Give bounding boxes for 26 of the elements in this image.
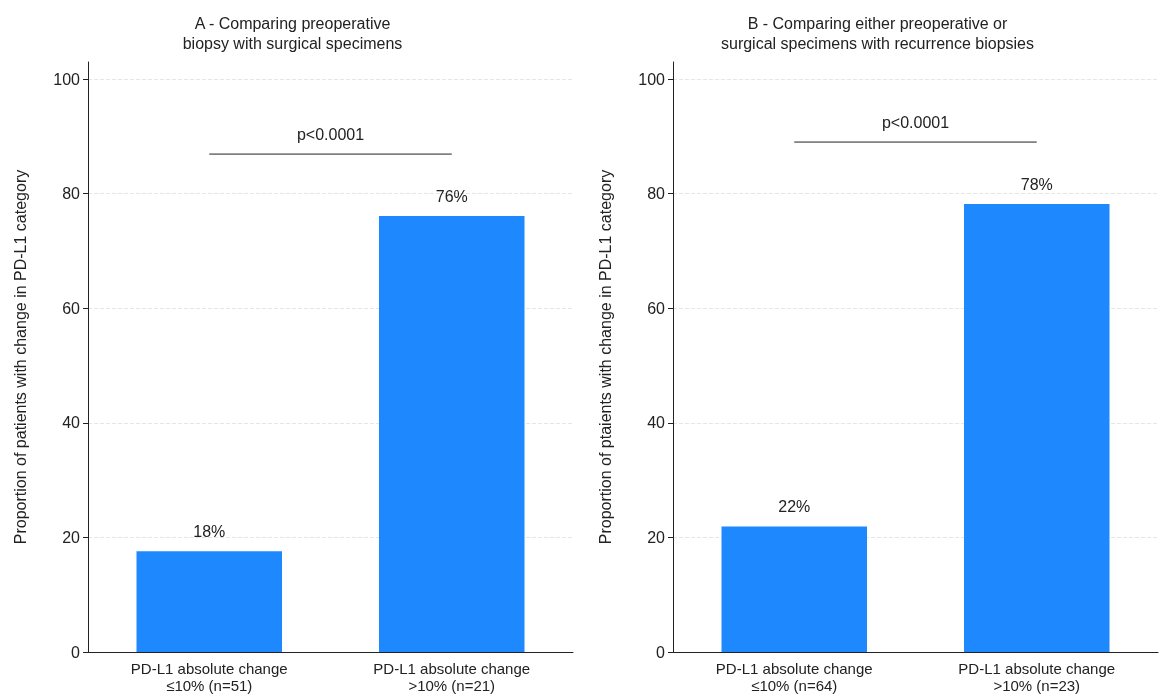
x-tick-label: PD-L1 absolute change ≤10% (n=51) [130, 660, 288, 694]
data-label: 76% [435, 187, 468, 205]
y-tick-label: 60 [647, 299, 666, 317]
chart-title: A - Comparing preoperative biopsy with surgical specimens [182, 14, 403, 52]
y-tick-label: 20 [647, 528, 666, 546]
y-tick-label: 100 [53, 70, 81, 88]
y-tick-label: 40 [647, 414, 666, 432]
data-label: 78% [1020, 175, 1053, 193]
y-tick-label: 60 [62, 299, 81, 317]
y-tick-label: 20 [62, 528, 81, 546]
annotation: p<0.0001 [881, 113, 950, 131]
y-tick-label: 40 [62, 414, 81, 432]
y-tick-label: 80 [647, 185, 666, 203]
annotation: p<0.0001 [296, 125, 365, 143]
y-axis-title: Proportion of patients with change in PD-L1 category [11, 169, 29, 545]
x-tick-label: PD-L1 absolute change ≤10% (n=64) [715, 660, 873, 694]
chart-title: B - Comparing either preoperative or surgical specimens with recurrence biopsies [720, 14, 1035, 52]
y-axis-title: Proportion of ptaients with change in PD-L1 category [596, 169, 614, 545]
y-tick-label: 0 [71, 643, 81, 661]
data-label: 22% [778, 498, 811, 516]
y-tick-label: 80 [62, 185, 81, 203]
data-label: 18% [193, 522, 226, 540]
y-tick-label: 0 [656, 643, 666, 661]
x-tick-label: PD-L1 absolute change >10% (n=21) [373, 660, 531, 694]
y-tick-label: 100 [638, 70, 666, 88]
x-tick-label: PD-L1 absolute change >10% (n=23) [958, 660, 1116, 694]
